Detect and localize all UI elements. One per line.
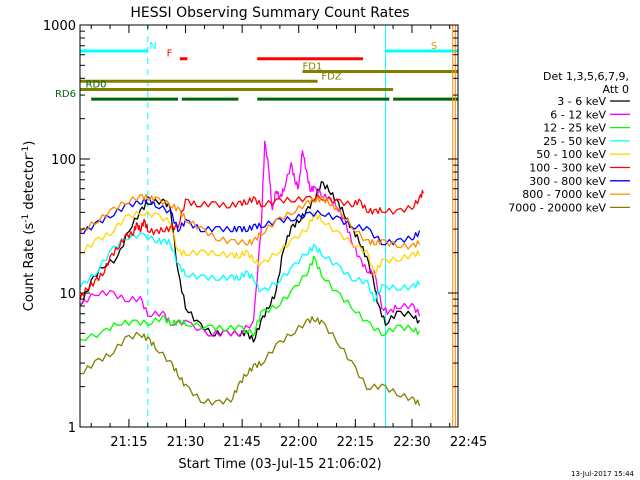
legend-label: 800 - 7000 keV	[522, 188, 606, 201]
state-bar-label: FDZ	[321, 71, 341, 82]
y-tick-label: 1	[68, 421, 76, 436]
state-bar-label: F	[167, 49, 173, 60]
legend-label: 100 - 300 keV	[529, 162, 606, 175]
chart-title: HESSI Observing Summary Count Rates	[130, 5, 409, 21]
legend-label: 300 - 800 keV	[529, 175, 606, 188]
legend-header-line-2: Att 0	[603, 83, 629, 96]
series-line	[79, 255, 421, 342]
y-axis: 1 10 100 1000	[43, 19, 458, 436]
series-line	[79, 189, 424, 300]
plot-frame	[79, 24, 459, 428]
legend-header-line-1: Det 1,3,5,6,7,9,	[543, 70, 629, 83]
y-axis-label: Count Rate (s-1 detector-1)	[21, 141, 37, 312]
legend-label: 6 - 12 keV	[550, 108, 606, 121]
series-line	[79, 180, 421, 343]
state-bar-label: S	[431, 41, 437, 52]
legend-label: 3 - 6 keV	[557, 95, 606, 108]
x-tick-label: 22:15	[337, 435, 374, 450]
series-line	[79, 193, 421, 250]
x-tick-label: 21:45	[223, 435, 260, 450]
y-tick-label: 10	[59, 287, 76, 302]
legend-label: 50 - 100 keV	[536, 148, 606, 161]
y-axis-label-part: )	[22, 141, 37, 146]
series-lines	[79, 140, 424, 407]
y-axis-label-part: Count Rate (s	[22, 223, 37, 312]
state-bar-label: FD1	[303, 61, 323, 72]
series-line	[79, 232, 421, 303]
x-axis: 21:15 21:30 21:45 22:00 22:15 22:30 22:45	[90, 25, 487, 450]
y-tick-label: 1000	[43, 19, 76, 34]
legend-label: 25 - 50 keV	[543, 135, 606, 148]
series-line	[79, 316, 421, 407]
x-tick-label: 21:30	[167, 435, 204, 450]
y-tick-label: 100	[51, 153, 76, 168]
series-line	[79, 210, 421, 277]
state-bar-label: RD6	[55, 89, 76, 100]
y-axis-label-sup: -1	[21, 146, 31, 155]
x-tick-label: 22:45	[450, 435, 487, 450]
legend-label: 7000 - 20000 keV	[508, 201, 606, 214]
x-axis-label: Start Time (03-Jul-15 21:06:02)	[178, 457, 381, 472]
y-axis-label-part: detector	[22, 154, 37, 214]
state-bar-label: N	[149, 41, 156, 52]
x-tick-label: 22:00	[280, 435, 317, 450]
x-tick-label: 21:15	[110, 435, 147, 450]
legend-label: 12 - 25 keV	[543, 122, 606, 135]
footer-timestamp: 13-Jul-2017 15:44	[571, 470, 635, 478]
y-axis-label-sup: -1	[21, 214, 31, 223]
state-bar-label: RD0	[86, 80, 107, 91]
x-tick-label: 22:30	[393, 435, 430, 450]
